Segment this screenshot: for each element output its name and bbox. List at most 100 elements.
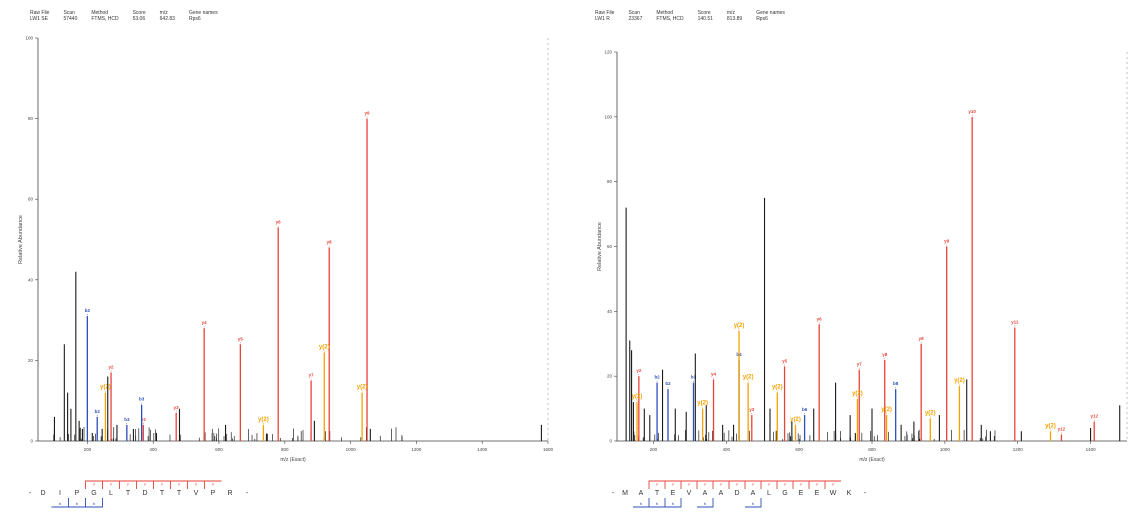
ion-label: b3 (124, 417, 130, 422)
y-tick-label: 40 (607, 309, 613, 314)
b-ion-marker: b (704, 501, 707, 506)
y-ion-marker: y (688, 482, 690, 486)
y-ion-bracket (187, 480, 205, 489)
x-tick-label: 800 (868, 447, 876, 452)
sequence-residue: M (622, 490, 628, 497)
y-tick-label: 120 (604, 50, 612, 55)
ion-label: b2 (654, 375, 660, 380)
y-ion-marker: y (752, 482, 754, 486)
header-field-label: Gene names (756, 10, 785, 16)
y-ion-marker: y (736, 482, 738, 486)
b-ion-bracket (697, 498, 714, 508)
header-field: Score 140.51 (698, 10, 713, 22)
y-ion-bracket (170, 480, 188, 489)
ion-label: y5 (238, 336, 244, 341)
spectrum-chart-right: 0 20 40 60 80 100 120 200 400 600 800 1000 1200 1400 m… (597, 50, 1128, 508)
y-ion-marker: y (127, 482, 129, 486)
y-ion-bracket (776, 480, 793, 489)
header-field: m/z 642.83 (160, 10, 175, 22)
peptide-sequence: - D I P G L T D T T V P R - y y y y y y y y b b b (29, 480, 249, 508)
header-field-value: 140.51 (697, 16, 713, 22)
header-field-label: Raw File (30, 10, 50, 16)
y-ion-bracket (808, 480, 825, 489)
y-ion-bracket (712, 480, 729, 489)
sequence-residue: A (751, 490, 756, 497)
sequence-residue: P (75, 490, 80, 497)
ion-label: y(2) (632, 394, 643, 400)
y-tick-label: 0 (30, 439, 33, 444)
ion-label: b3 (139, 397, 145, 402)
b-ion-marker: b (59, 501, 62, 506)
header-field-value: 53.06 (132, 16, 146, 22)
sequence-residue: V (687, 490, 692, 497)
ion-label: b2 (665, 381, 671, 386)
header-field-value: 23367 (628, 16, 643, 22)
sequence-residue: D (734, 490, 739, 497)
ion-label: y7 (857, 362, 863, 367)
y-ion-bracket (744, 480, 761, 489)
x-tick-label: 600 (215, 447, 223, 452)
spectrum-chart-left: 0 20 40 60 80 100 200 400 600 800 1000 1200 1400 1600… (18, 36, 554, 508)
y-ion-marker: y (800, 482, 802, 486)
sequence-residue: L (109, 490, 113, 497)
y-ion-marker: y (656, 482, 658, 486)
sequence-terminus: - (29, 490, 32, 497)
sequence-residue: A (703, 490, 708, 497)
y-ion-bracket (102, 480, 120, 489)
ion-label: y4 (202, 320, 208, 325)
ion-label: y5 (782, 358, 788, 363)
header-field-label: Raw File (595, 10, 615, 16)
y-tick-label: 20 (28, 358, 34, 363)
header-field: Scan 57440 (63, 10, 77, 22)
ion-label: y4 (711, 371, 717, 376)
ion-label: y2 (636, 368, 642, 373)
b-ion-marker: b (752, 501, 755, 506)
ion-label: y(2) (258, 417, 269, 423)
ion-label: y8 (882, 352, 888, 357)
ion-label: y(2) (357, 385, 368, 391)
ion-label: b6 (802, 407, 808, 412)
ion-label: y(2) (790, 417, 801, 423)
header-field: Score 53.06 (133, 10, 146, 22)
ion-label: b2 (85, 308, 91, 313)
y-ion-marker: y (212, 482, 214, 486)
b-ion-marker: b (93, 501, 96, 506)
sequence-residue: P (211, 490, 216, 497)
x-tick-label: 400 (149, 447, 157, 452)
header-field-value: 813.89 (726, 16, 743, 22)
ion-label: y(2) (852, 391, 863, 397)
b-ion-marker: b (656, 501, 659, 506)
y-ion-bracket (792, 480, 809, 489)
x-tick-label: 1600 (543, 447, 554, 452)
header-field-label: m/z (726, 10, 735, 16)
header-field-label: Method (91, 10, 109, 16)
sequence-terminus: - (246, 490, 249, 497)
ion-label: y(2) (954, 378, 965, 384)
b-ion-bracket (85, 498, 103, 508)
ion-label: y8 (919, 336, 925, 341)
ion-label: y3 (749, 407, 755, 412)
header-field-label: Score (132, 10, 146, 16)
peptide-sequence: - M A T E V A A D A L G E E W K -y y y y y y y y y y y yb b b b b (612, 480, 867, 508)
header-field-label: Score (697, 10, 711, 16)
ion-label: y7 (309, 373, 315, 378)
header-field: Raw File LW1 SE (30, 10, 49, 22)
header-field-label: Method (656, 10, 674, 16)
ion-label: y9 (365, 111, 371, 116)
x-tick-label: 1400 (1086, 447, 1097, 452)
y-ion-bracket (136, 480, 154, 489)
header-field-value: LW1 SE (30, 16, 48, 22)
y-ion-bracket (648, 480, 665, 489)
y-axis-label: Relative Abundance (18, 215, 24, 264)
ion-label: y3 (141, 417, 147, 422)
header-field-value: Rps6 (188, 16, 201, 22)
y-ion-marker: y (816, 482, 818, 486)
x-tick-label: 1400 (477, 447, 488, 452)
sequence-residue: T (126, 490, 131, 497)
header-field-label: Gene names (188, 10, 218, 16)
y-ion-marker: y (110, 482, 112, 486)
x-tick-label: 1200 (1013, 447, 1024, 452)
x-tick-label: 1000 (940, 447, 951, 452)
sequence-residue: G (91, 490, 96, 497)
y-ion-bracket (728, 480, 745, 489)
